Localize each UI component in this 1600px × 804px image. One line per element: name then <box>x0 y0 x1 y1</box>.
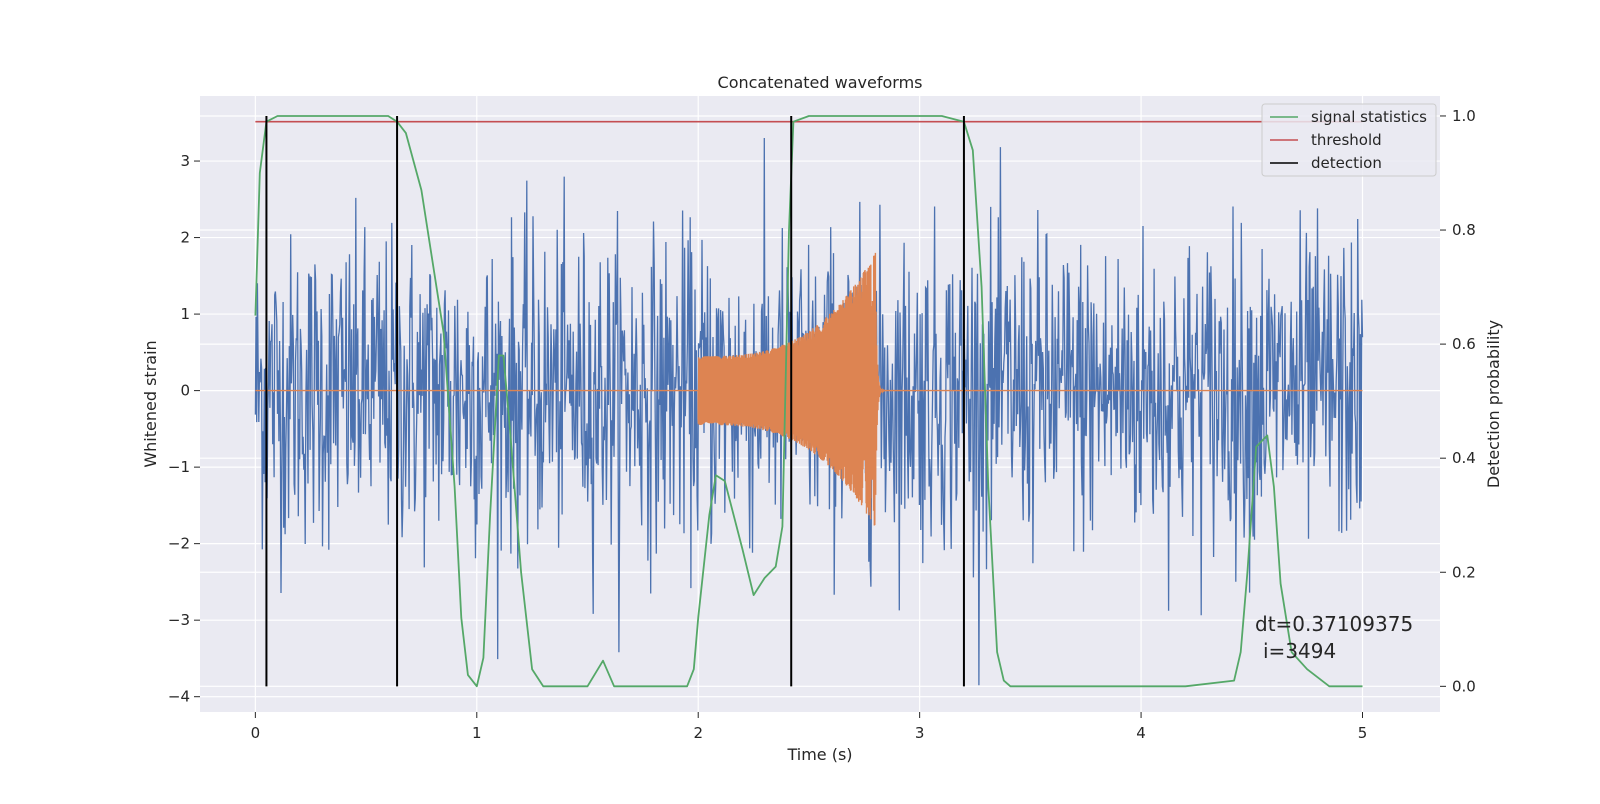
series-layer <box>254 115 1364 688</box>
legend-label-signal-statistics: signal statistics <box>1311 108 1427 126</box>
y-tick-label-left: −3 <box>168 611 190 629</box>
legend-box <box>1261 103 1437 177</box>
y-axis-label-right: Detection probability <box>1484 320 1503 488</box>
x-tick-label: 5 <box>1358 724 1368 742</box>
annotation-i: i=3494 <box>1263 639 1336 663</box>
legend-label-threshold: threshold <box>1311 131 1382 149</box>
chart-title: Concatenated waveforms <box>718 73 923 92</box>
x-tick-label: 3 <box>915 724 925 742</box>
series-signal-statistics <box>254 115 1363 688</box>
y-tick-label-left: 0 <box>180 382 190 400</box>
y-tick-label-right: 1.0 <box>1452 107 1476 125</box>
x-tick-label: 0 <box>251 724 261 742</box>
x-axis-label: Time (s) <box>786 745 852 764</box>
x-tick-label: 4 <box>1136 724 1146 742</box>
x-tick-label: 2 <box>693 724 703 742</box>
legend-label-detection: detection <box>1311 154 1382 172</box>
ticks: 0 1 2 3 4 5 −4 −3 −2 −1 0 1 2 3 0.0 0.2 0.4 0.6 0.8 1.0 <box>168 107 1476 742</box>
y-tick-label-left: −2 <box>168 535 190 553</box>
y-tick-label-left: 2 <box>180 229 190 247</box>
legend: signal statistics threshold detection <box>1261 103 1437 177</box>
y-tick-label-right: 0.4 <box>1452 449 1476 467</box>
y-axis-label-left: Whitened strain <box>141 340 160 467</box>
y-tick-label-left: 3 <box>180 152 190 170</box>
annotation-dt: dt=0.37109375 <box>1255 612 1413 636</box>
y-tick-label-right: 0.0 <box>1452 677 1476 695</box>
y-tick-label-left: −4 <box>168 688 190 706</box>
y-tick-label-right: 0.2 <box>1452 563 1476 581</box>
x-tick-label: 1 <box>472 724 482 742</box>
y-tick-label-left: −1 <box>168 458 190 476</box>
y-tick-label-right: 0.6 <box>1452 335 1476 353</box>
y-tick-label-right: 0.8 <box>1452 221 1476 239</box>
y-tick-label-left: 1 <box>180 305 190 323</box>
